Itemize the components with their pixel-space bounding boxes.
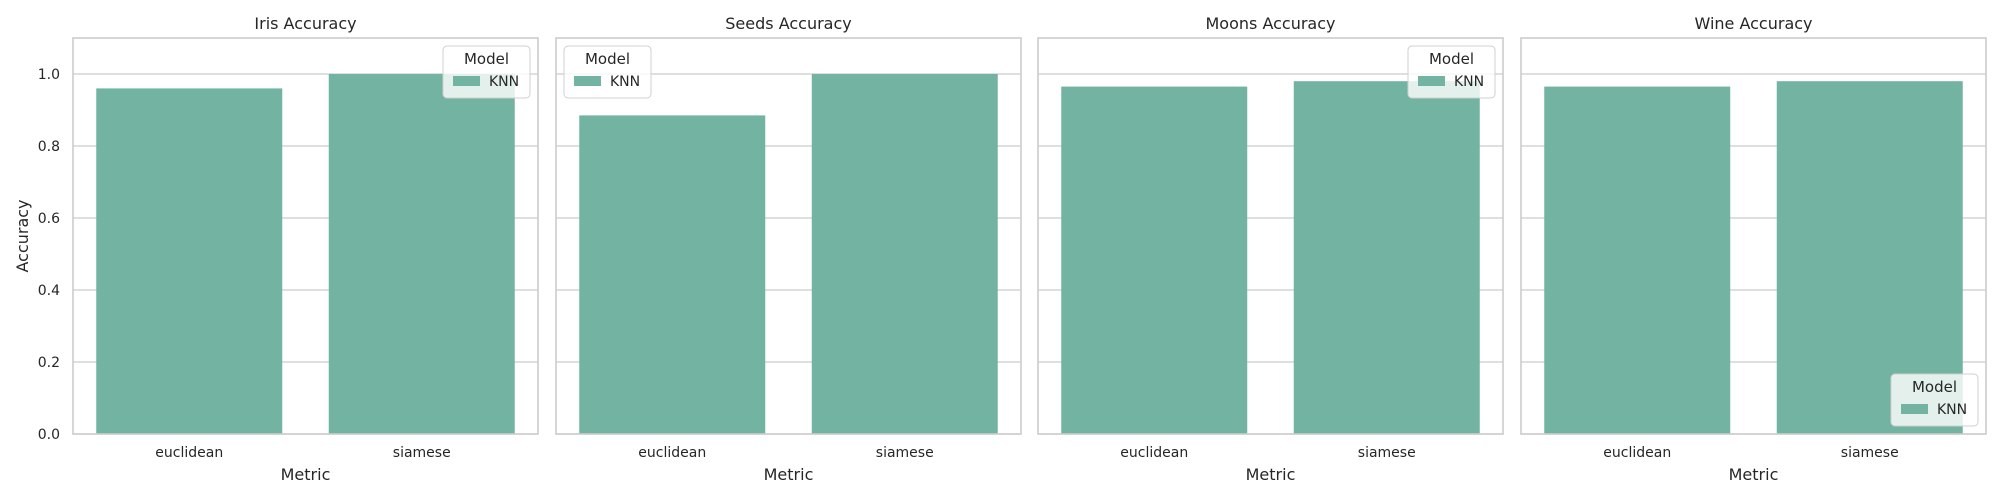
subplot-title: Moons Accuracy (1206, 14, 1336, 33)
subplot-title: Seeds Accuracy (725, 14, 851, 33)
x-tick-label-siamese: siamese (1841, 445, 1899, 461)
x-tick-label-euclidean: euclidean (638, 445, 706, 461)
bar-euclidean (579, 115, 766, 435)
legend-swatch (1901, 404, 1928, 414)
x-axis-label: Metric (764, 465, 814, 484)
y-tick-label: 0.0 (38, 427, 60, 443)
bar-euclidean (96, 88, 283, 435)
y-tick-label: 0.4 (38, 283, 60, 299)
axes-frame (72, 37, 539, 435)
subplot-1: euclidean siamese 0.0 0.2 0.4 0.6 0.8 1.0 Iris A… (13, 14, 539, 484)
subplot-3: euclidean siamese Moons Accuracy Metric Mode… (1037, 14, 1504, 484)
x-tick-label-euclidean: euclidean (155, 445, 223, 461)
x-axis-label: Metric (1246, 465, 1296, 484)
legend-entry-label: KNN (610, 74, 640, 90)
x-tick-label-siamese: siamese (393, 445, 451, 461)
subplot-title: Wine Accuracy (1694, 14, 1812, 33)
legend: Model KNN (1407, 45, 1496, 99)
legend-entry-label: KNN (1937, 402, 1967, 418)
subplot-2: euclidean siamese Seeds Accuracy Metric Mode… (555, 14, 1022, 484)
x-tick-label-euclidean: euclidean (1120, 445, 1188, 461)
legend-entry-label: KNN (1454, 74, 1484, 90)
bar-euclidean (1061, 86, 1248, 434)
bar-euclidean (1544, 86, 1731, 434)
legend-title: Model (464, 50, 509, 68)
x-tick-label-siamese: siamese (876, 445, 934, 461)
bar-siamese (1293, 81, 1480, 434)
y-tick-label: 1.0 (38, 67, 60, 83)
subplot-title: Iris Accuracy (254, 14, 356, 33)
y-tick-label: 0.2 (38, 355, 60, 371)
legend-swatch (453, 76, 480, 86)
x-axis-label: Metric (281, 465, 331, 484)
legend: Model KNN (563, 45, 652, 99)
axes-frame (1520, 37, 1987, 435)
legend-entry-label: KNN (489, 74, 519, 90)
y-tick-label: 0.6 (38, 211, 60, 227)
legend-swatch (1418, 76, 1445, 86)
bar-siamese (811, 74, 998, 434)
legend-title: Model (585, 50, 630, 68)
axes-frame (555, 37, 1022, 435)
legend: Model KNN (1890, 373, 1979, 427)
legend: Model KNN (442, 45, 531, 99)
legend-title: Model (1912, 378, 1957, 396)
axes-frame (1037, 37, 1504, 435)
y-tick-label: 0.8 (38, 139, 60, 155)
subplot-4: euclidean siamese Wine Accuracy Metric Model… (1520, 14, 1987, 484)
y-axis-label: Accuracy (13, 199, 32, 272)
x-axis-label: Metric (1729, 465, 1779, 484)
x-tick-label-euclidean: euclidean (1603, 445, 1671, 461)
bar-siamese (328, 74, 515, 434)
x-tick-label-siamese: siamese (1358, 445, 1416, 461)
legend-swatch (574, 76, 601, 86)
legend-title: Model (1429, 50, 1474, 68)
